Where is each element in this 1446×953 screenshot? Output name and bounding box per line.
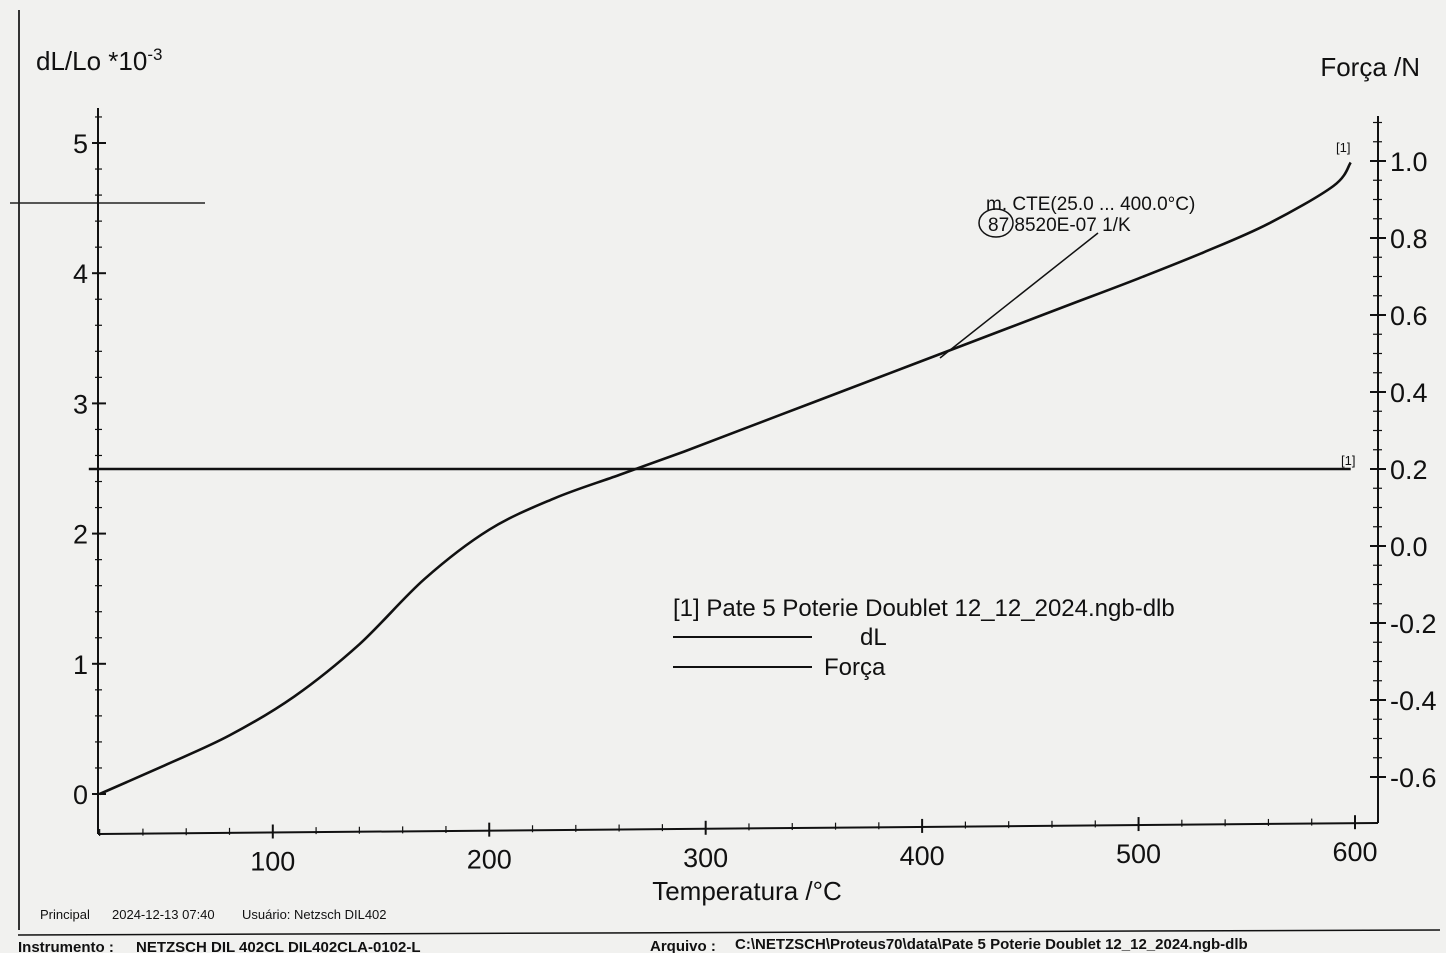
footer-rule: [17, 929, 1441, 936]
footer-principal: Principal: [40, 907, 90, 922]
footer-file-value: C:\NETZSCH\Proteus70\data\Pate 5 Poterie…: [735, 936, 1248, 953]
series-layer: [88, 161, 1352, 796]
y-left-tick-label: 5: [73, 129, 88, 159]
y-right-tick-label: 0.6: [1390, 301, 1428, 331]
y-right-tick-label: 0.4: [1390, 378, 1428, 408]
x-tick-label: 600: [1332, 837, 1377, 867]
footer-instrument-value: NETZSCH DIL 402CL DIL402CLA-0102-L: [136, 939, 421, 953]
legend-label-forca: Força: [824, 654, 886, 681]
y-right-tick-label: 0.0: [1390, 532, 1428, 562]
cte-annotation-line2: 87 8520E-07 1/K: [988, 215, 1131, 236]
y-right-tick-label: 0.8: [1390, 224, 1428, 254]
x-axis-line: [97, 822, 1379, 835]
y-left-axis-title-base: dL/Lo *10: [36, 46, 147, 76]
dl-curve-marker: [1]: [1336, 140, 1350, 155]
y-right-tick-label: -0.2: [1390, 609, 1437, 639]
y-left-axis-title-exponent: -3: [147, 45, 162, 64]
footer-datetime: 2024-12-13 07:40: [112, 907, 215, 922]
footer-instrument-label: Instrumento :: [18, 939, 114, 953]
x-tick-label: 200: [467, 845, 512, 875]
y-right-tick-label: 1.0: [1390, 147, 1428, 177]
y-left-tick-label: 3: [73, 389, 88, 419]
y-left-tick-label: 2: [73, 520, 88, 550]
legend-title: [1] Pate 5 Poterie Doublet 12_12_2024.ng…: [673, 595, 1175, 622]
cte-annotation-leader: [939, 232, 1099, 359]
y-left-axis-title: dL/Lo *10-3: [36, 45, 162, 76]
y-left-tick-label: 4: [73, 259, 88, 289]
series-line-dl: [99, 161, 1352, 796]
y-right-tick-label: -0.6: [1390, 763, 1437, 793]
x-tick-label: 100: [250, 846, 295, 876]
y-right-tick-label: 0.2: [1390, 455, 1428, 485]
footer-file-label: Arquivo :: [650, 938, 716, 953]
y-right-tick-label: -0.4: [1390, 686, 1437, 716]
x-tick-label: 300: [683, 843, 728, 873]
forca-curve-marker: [1]: [1341, 453, 1355, 468]
cte-annotation-line1: m. CTE(25.0 ... 400.0°C): [986, 194, 1195, 215]
tick-labels-layer: 0 1 2 3 4 5 -0.6 -0.4 -0.2 0.0 0.2 0.4 0.6 0.8 1.0 100 2…: [73, 129, 1437, 876]
y-left-tick-label: 0: [73, 780, 88, 810]
ticks-layer: [92, 116, 1386, 839]
legend-label-dl: dL: [860, 624, 887, 651]
x-axis-title: Temperatura /°C: [652, 876, 842, 906]
y-left-tick-label: 1: [73, 650, 88, 680]
y-right-axis-title: Força /N: [1320, 52, 1420, 82]
footer-user: Usuário: Netzsch DIL402: [242, 907, 387, 922]
x-tick-label: 500: [1116, 839, 1161, 869]
cte-circled-mark: [978, 208, 1014, 238]
x-tick-label: 400: [900, 841, 945, 871]
